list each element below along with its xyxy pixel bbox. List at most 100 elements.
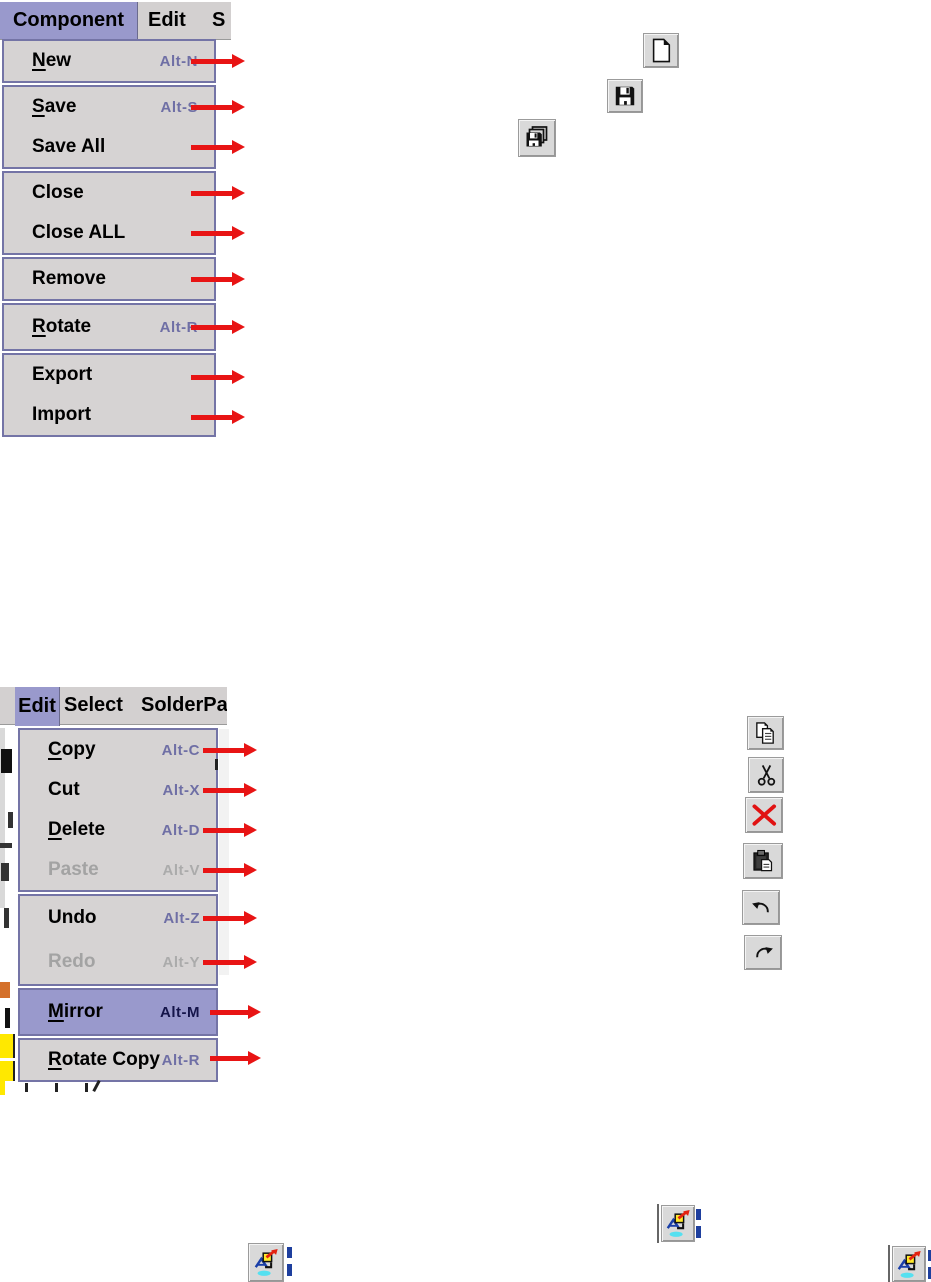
menu-item-close[interactable]: Close bbox=[4, 173, 214, 213]
menu-group: Export Import bbox=[2, 353, 216, 437]
rotate-copy-icon bbox=[254, 1248, 278, 1276]
screen-fragment bbox=[85, 1083, 88, 1092]
screen-fragment bbox=[1, 749, 12, 773]
menu-group: Undo Alt-Z Redo Alt-Y bbox=[18, 894, 218, 986]
annotation-arrow-cut bbox=[203, 783, 257, 797]
screen-fragment bbox=[25, 1083, 28, 1092]
copy-button[interactable] bbox=[747, 716, 784, 750]
menu-item-label: Copy bbox=[48, 739, 96, 760]
menu-item-save[interactable]: Save Alt-S bbox=[4, 87, 214, 127]
component-menubar: Component Edit S bbox=[0, 2, 231, 40]
toolbar-separator bbox=[888, 1245, 890, 1282]
menu-item-delete[interactable]: Delete Alt-D bbox=[20, 810, 216, 850]
annotation-arrow-close-all bbox=[191, 226, 245, 240]
menu-group: Remove bbox=[2, 257, 216, 301]
annotation-arrow-paste bbox=[203, 863, 257, 877]
menu-group: Save Alt-S Save All bbox=[2, 85, 216, 169]
cut-icon bbox=[757, 764, 775, 786]
save-all-icon bbox=[526, 126, 548, 147]
new-button[interactable] bbox=[643, 33, 679, 68]
menu-group: Rotate Copy Alt-R bbox=[18, 1038, 218, 1082]
menu-item-label: Rotate bbox=[32, 316, 92, 337]
menubar-item-component[interactable]: Component bbox=[0, 2, 138, 39]
menu-item-paste[interactable]: Paste Alt-V bbox=[20, 850, 216, 890]
menu-item-label: Save All bbox=[32, 136, 106, 157]
menu-item-copy[interactable]: Copy Alt-C bbox=[20, 730, 216, 770]
menu-group: Rotate Alt-R bbox=[2, 303, 216, 351]
menu-item-accelerator: Alt-D bbox=[161, 821, 200, 839]
menu-item-export[interactable]: Export bbox=[4, 355, 214, 395]
menu-item-new[interactable]: New Alt-N bbox=[4, 41, 214, 81]
save-all-button[interactable] bbox=[518, 119, 556, 157]
menu-item-undo[interactable]: Undo Alt-Z bbox=[20, 896, 216, 940]
menu-item-accelerator: Alt-S bbox=[160, 98, 198, 116]
menu-group: Copy Alt-C Cut Alt-X Delete Alt-D Paste … bbox=[18, 728, 218, 892]
component-menu-dropdown: New Alt-N Save Alt-S Save All Close Clos… bbox=[2, 39, 216, 439]
menu-item-label: Export bbox=[32, 364, 93, 385]
menubar-label: Edit bbox=[148, 9, 186, 31]
menu-item-accelerator: Alt-R bbox=[161, 1051, 200, 1069]
paste-icon bbox=[752, 849, 772, 871]
paste-button[interactable] bbox=[743, 843, 783, 879]
menubar-label: Select bbox=[64, 694, 123, 716]
undo-icon bbox=[751, 902, 769, 913]
menubar-label: SolderPa bbox=[141, 694, 227, 716]
menu-group: Close Close ALL bbox=[2, 171, 216, 255]
menubar-item-select[interactable]: Select bbox=[64, 687, 123, 724]
menubar-item-edit[interactable]: Edit bbox=[148, 2, 186, 39]
rotate-copy-button[interactable] bbox=[248, 1243, 284, 1282]
menu-item-label: Cut bbox=[48, 779, 80, 800]
annotation-arrow-close bbox=[191, 186, 245, 200]
save-icon bbox=[615, 86, 635, 106]
screen-fragment bbox=[0, 843, 12, 848]
menu-item-close-all[interactable]: Close ALL bbox=[4, 213, 214, 253]
screen-fragment bbox=[0, 1061, 15, 1081]
annotation-arrow-undo bbox=[203, 911, 257, 925]
screen-fragment bbox=[5, 1008, 10, 1028]
rotate-copy-button[interactable] bbox=[892, 1246, 926, 1282]
rotate-copy-icon bbox=[897, 1250, 921, 1278]
menu-item-import[interactable]: Import bbox=[4, 395, 214, 435]
menubar-item-select-partial[interactable]: S bbox=[212, 2, 225, 39]
annotation-arrow-remove bbox=[191, 272, 245, 286]
menu-item-remove[interactable]: Remove bbox=[4, 259, 214, 299]
menu-shadow bbox=[219, 729, 229, 975]
screen-fragment bbox=[696, 1226, 701, 1238]
screen-fragment bbox=[928, 1250, 931, 1261]
annotation-arrow-new bbox=[191, 54, 245, 68]
screen-fragment bbox=[287, 1247, 292, 1258]
save-button[interactable] bbox=[607, 79, 643, 113]
screen-fragment bbox=[4, 908, 9, 928]
menubar-item-solderpaste-partial[interactable]: SolderPa bbox=[141, 687, 227, 724]
menu-item-redo[interactable]: Redo Alt-Y bbox=[20, 940, 216, 984]
new-document-icon bbox=[652, 38, 671, 63]
screen-fragment bbox=[696, 1209, 701, 1220]
annotation-arrow-rotate-copy bbox=[210, 1051, 261, 1065]
rotate-copy-icon bbox=[666, 1209, 690, 1237]
menu-item-rotate[interactable]: Rotate Alt-R bbox=[4, 305, 214, 349]
menu-item-accelerator: Alt-R bbox=[159, 318, 198, 336]
menubar-item-edit-selected[interactable]: Edit bbox=[15, 687, 60, 726]
screen-fragment bbox=[0, 982, 10, 998]
screen-fragment bbox=[287, 1264, 292, 1276]
menu-item-label: Rotate Copy bbox=[48, 1049, 160, 1070]
annotation-arrow-import bbox=[191, 410, 245, 424]
screen-fragment bbox=[215, 759, 218, 770]
copy-icon bbox=[756, 721, 774, 744]
screen-fragment bbox=[1, 863, 9, 881]
menu-item-label: Save bbox=[32, 96, 77, 117]
edit-menu-dropdown: Copy Alt-C Cut Alt-X Delete Alt-D Paste … bbox=[18, 728, 218, 1084]
redo-button[interactable] bbox=[744, 935, 782, 970]
annotation-arrow-save bbox=[191, 100, 245, 114]
menu-item-rotate-copy[interactable]: Rotate Copy Alt-R bbox=[20, 1040, 216, 1080]
menu-item-mirror[interactable]: Mirror Alt-M bbox=[20, 990, 216, 1034]
annotation-arrow-delete bbox=[203, 823, 257, 837]
rotate-copy-button[interactable] bbox=[661, 1205, 695, 1242]
menu-item-accelerator: Alt-N bbox=[159, 52, 198, 70]
delete-button[interactable] bbox=[745, 797, 783, 833]
menu-item-save-all[interactable]: Save All bbox=[4, 127, 214, 167]
undo-button[interactable] bbox=[742, 890, 780, 925]
cut-button[interactable] bbox=[748, 757, 784, 793]
menu-item-cut[interactable]: Cut Alt-X bbox=[20, 770, 216, 810]
screen-fragment bbox=[0, 728, 5, 908]
